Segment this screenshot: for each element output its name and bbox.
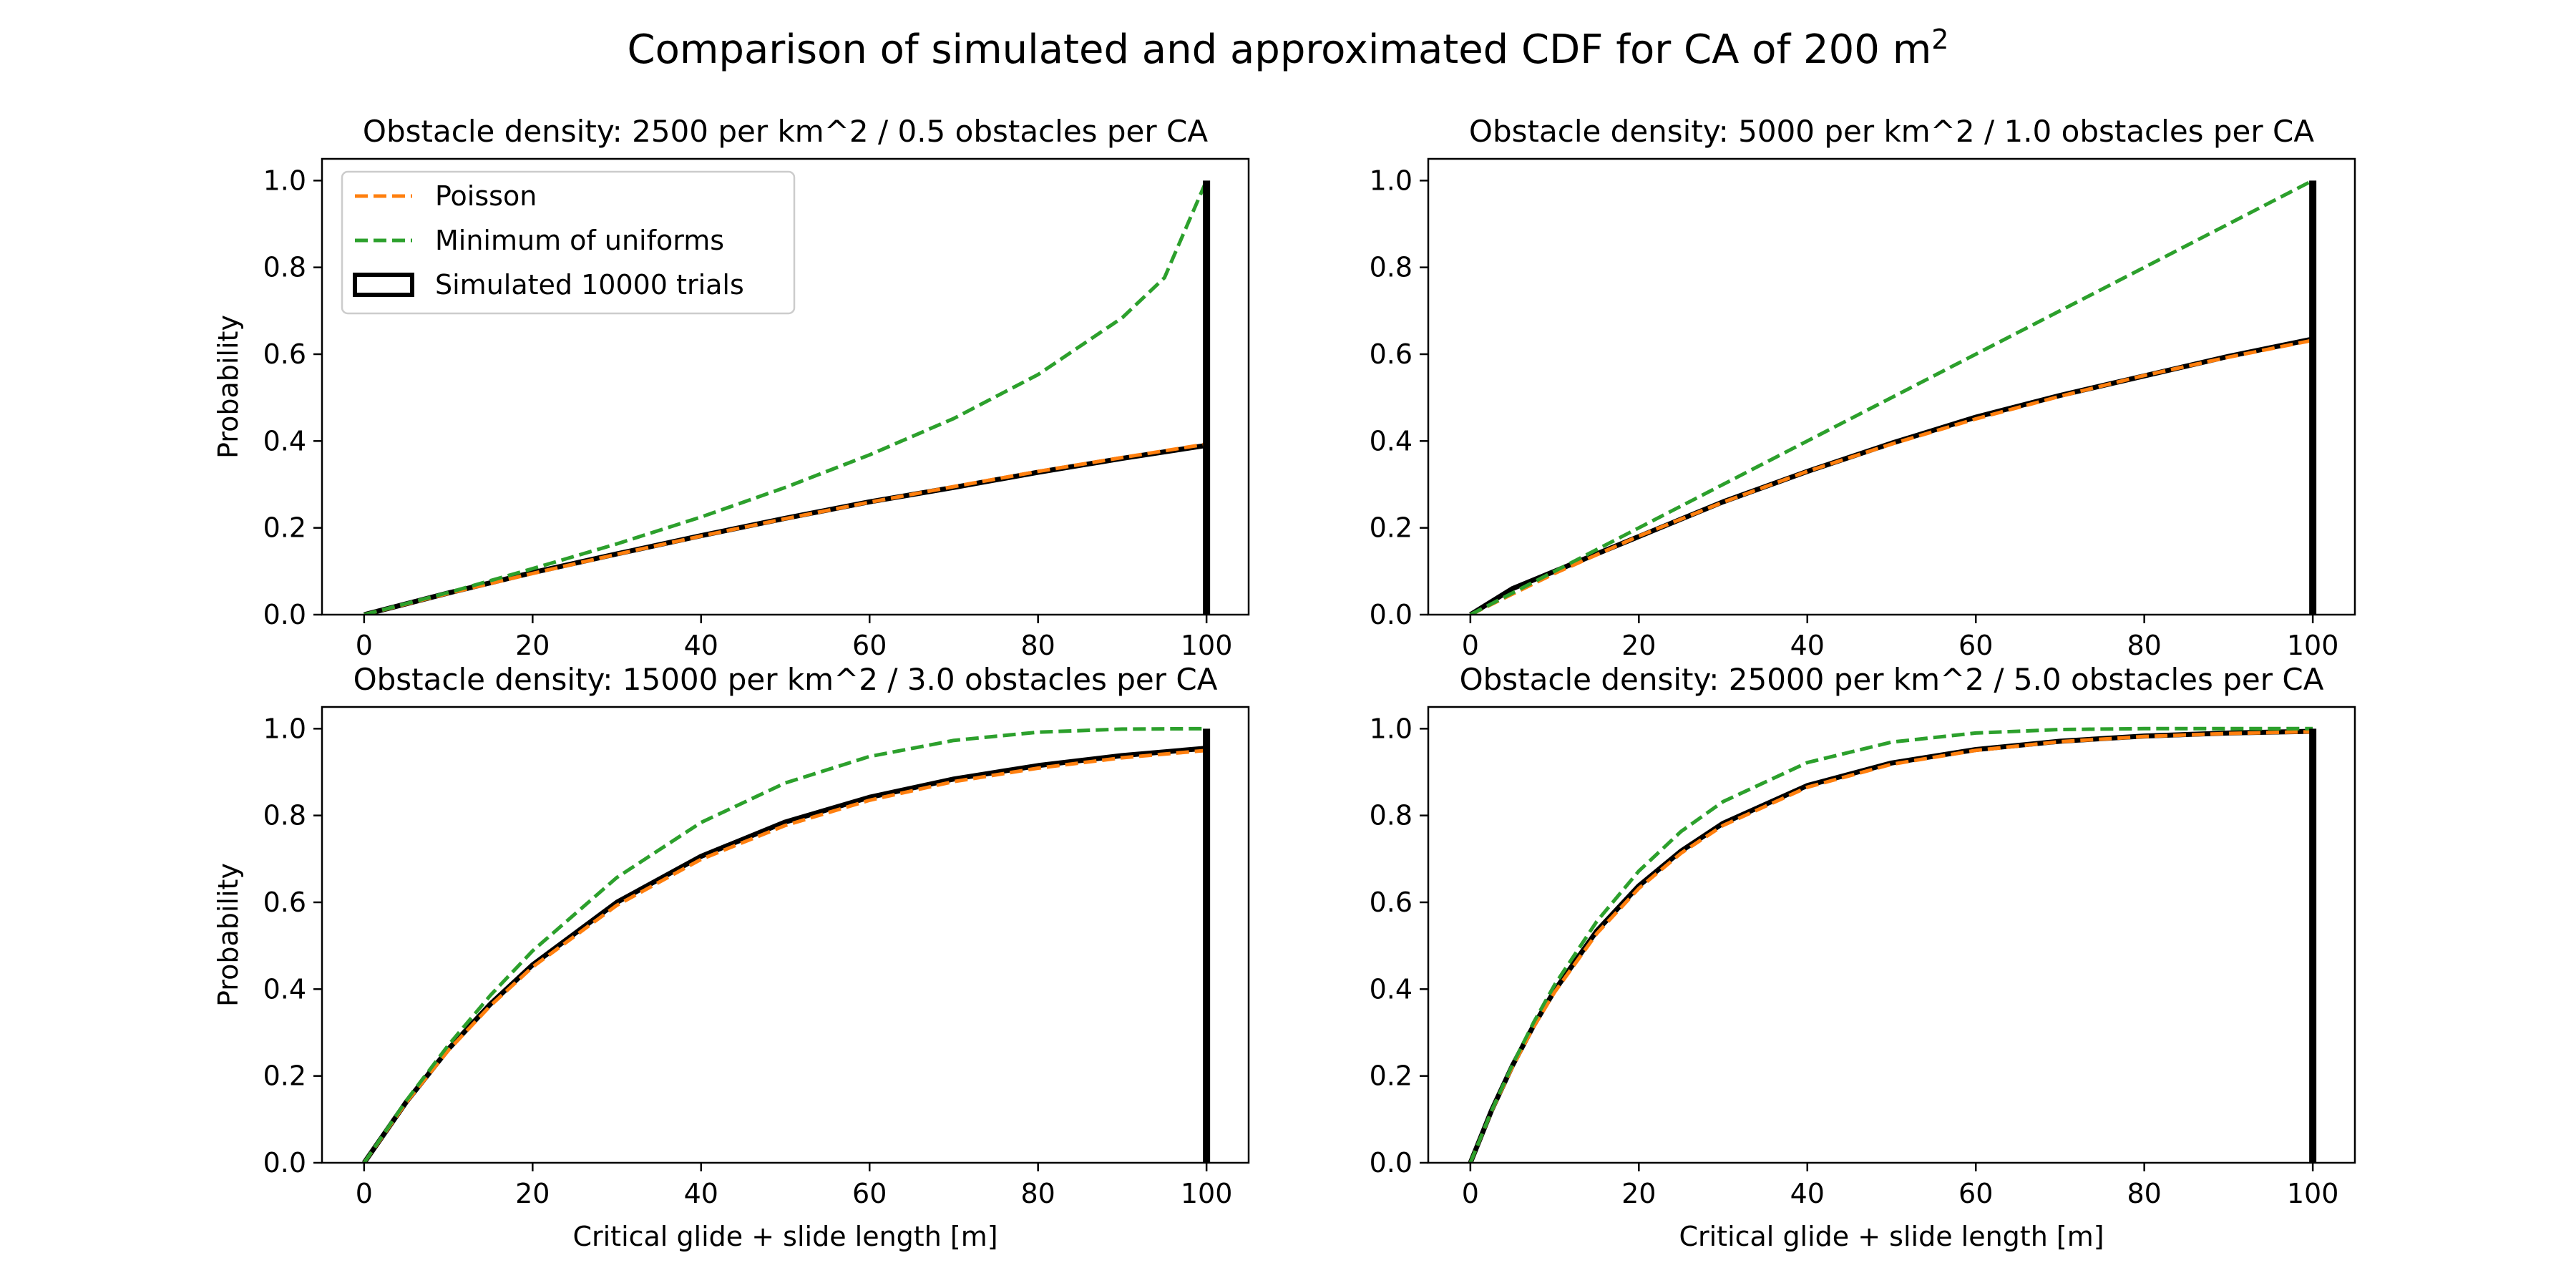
y-axis-label: Probability [213, 315, 244, 459]
subplot-title: Obstacle density: 2500 per km^2 / 0.5 ob… [363, 114, 1208, 149]
x-tick-label: 0 [356, 630, 373, 661]
y-tick-label: 0.2 [1370, 1060, 1413, 1092]
y-tick-label: 0.6 [1370, 338, 1413, 370]
plot-area [362, 726, 1211, 1163]
x-tick-label: 20 [515, 1178, 550, 1209]
y-axis-label: Probability [213, 863, 244, 1007]
y-tick-label: 0.6 [263, 338, 306, 370]
y-tick-label: 0.4 [263, 425, 306, 457]
y-tick-label: 0.4 [1370, 973, 1413, 1005]
x-tick-label: 0 [1462, 630, 1479, 661]
x-tick-label: 40 [684, 1178, 718, 1209]
legend: Poisson Minimum of uniforms Simulated 1000… [341, 170, 796, 315]
subplot-title: Obstacle density: 25000 per km^2 / 5.0 o… [1460, 662, 2324, 697]
x-tick-label: 40 [684, 630, 718, 661]
x-tick-label: 60 [852, 1178, 887, 1209]
x-tick-label: 100 [1181, 1178, 1233, 1209]
x-tick-label: 80 [2127, 1178, 2162, 1209]
x-tick-label: 20 [515, 630, 550, 661]
plot-area [364, 180, 1211, 615]
series-line-poisson [364, 442, 1207, 615]
subplot-4: 0 20 40 60 80 100 0.0 0.2 0.4 0.6 0.8 1.0 Obstacle d… [1370, 662, 2356, 1252]
legend-frame [341, 170, 796, 315]
x-tick-label: 80 [2127, 630, 2162, 661]
axes-frame [321, 157, 1250, 616]
y-tick-label: 0.2 [263, 1060, 306, 1092]
y-tick-label: 0.0 [1370, 1147, 1413, 1179]
series-line-minimum-of-uniforms [1469, 179, 2314, 615]
y-tick-label: 0.8 [263, 252, 306, 283]
subplots: 0 20 40 60 80 100 0.0 0.2 0.4 0.6 0.8 1.0 Obstacle d… [213, 114, 2356, 1252]
x-tick-label: 0 [356, 1178, 373, 1209]
x-tick-label: 40 [1790, 1178, 1825, 1209]
subplot-2: 0 20 40 60 80 100 0.0 0.2 0.4 0.6 0.8 1.0 Obstacle d… [1370, 114, 2356, 661]
y-tick-label: 0.4 [1370, 425, 1413, 457]
axes-frame [321, 706, 1250, 1164]
x-tick-label: 20 [1621, 1178, 1656, 1209]
legend-label: Poisson [435, 180, 537, 212]
suptitle-superscript: 2 [1931, 24, 1948, 55]
plot-area [1469, 179, 2317, 615]
subplot-title: Obstacle density: 15000 per km^2 / 3.0 o… [353, 662, 1218, 697]
x-tick-label: 60 [852, 630, 887, 661]
axes-frame [1427, 157, 2356, 616]
series-line-minimum-of-uniforms [364, 180, 1209, 615]
x-tick-label: 60 [1958, 1178, 1993, 1209]
series-line-poisson [362, 748, 1207, 1163]
series-line-poisson [1468, 730, 2313, 1163]
x-tick-label: 100 [2287, 630, 2339, 661]
y-tick-label: 0.2 [1370, 512, 1413, 544]
y-tick-label: 0.8 [263, 800, 306, 831]
y-tick-label: 0.0 [263, 1147, 306, 1179]
x-tick-label: 0 [1462, 1178, 1479, 1209]
subplot-3: 0 20 40 60 80 100 0.0 0.2 0.4 0.6 0.8 1.0 Obstacle d… [213, 662, 1250, 1252]
x-axis-label: Critical glide + slide length [m] [572, 1221, 997, 1252]
y-tick-label: 1.0 [263, 165, 306, 196]
y-tick-label: 0.4 [263, 973, 306, 1005]
y-tick-label: 0.0 [1370, 599, 1413, 630]
legend-swatch-step [353, 273, 414, 297]
plot-area [1468, 726, 2317, 1163]
legend-label: Minimum of uniforms [435, 225, 724, 256]
x-tick-label: 80 [1021, 1178, 1055, 1209]
x-tick-label: 60 [1958, 630, 1993, 661]
x-tick-label: 100 [2287, 1178, 2339, 1209]
y-tick-label: 0.8 [1370, 252, 1413, 283]
y-tick-label: 1.0 [1370, 713, 1413, 744]
x-tick-label: 40 [1790, 630, 1825, 661]
subplot-1: 0 20 40 60 80 100 0.0 0.2 0.4 0.6 0.8 1.0 Obstacle d… [213, 114, 1250, 661]
legend-label: Simulated 10000 trials [435, 269, 744, 301]
y-tick-label: 0.6 [1370, 887, 1413, 918]
x-tick-label: 20 [1621, 630, 1656, 661]
series-line-minimum-of-uniforms [1468, 726, 2313, 1163]
suptitle-text: Comparison of simulated and approximated… [628, 26, 1932, 73]
x-axis-label: Critical glide + slide length [m] [1679, 1221, 2104, 1252]
y-tick-label: 1.0 [1370, 165, 1413, 196]
series-line-poisson [1469, 338, 2313, 615]
y-tick-label: 0.6 [263, 887, 306, 918]
y-tick-label: 0.2 [263, 512, 306, 544]
x-tick-label: 100 [1181, 630, 1233, 661]
axes-frame [1427, 706, 2356, 1164]
y-tick-label: 0.0 [263, 599, 306, 630]
subplot-title: Obstacle density: 5000 per km^2 / 1.0 ob… [1469, 114, 2314, 149]
figure-suptitle: Comparison of simulated and approximated… [628, 24, 1949, 73]
x-tick-label: 80 [1021, 630, 1055, 661]
y-tick-label: 1.0 [263, 713, 306, 744]
y-tick-label: 0.8 [1370, 800, 1413, 831]
